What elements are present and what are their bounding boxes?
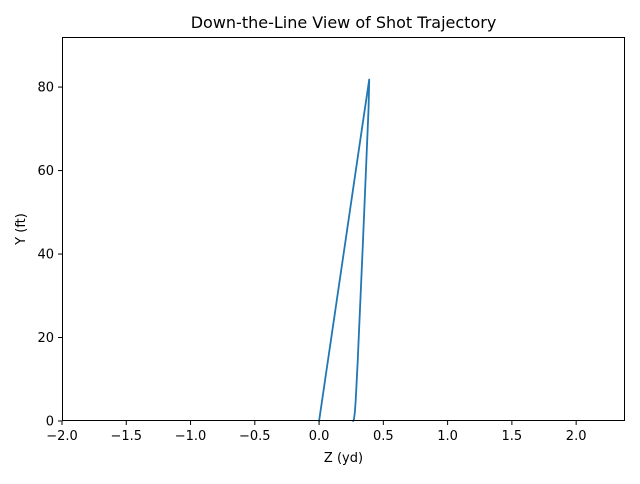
x-tick-label: −2.0 bbox=[46, 429, 78, 444]
x-tick-label: −1.0 bbox=[175, 429, 207, 444]
y-axis-ticks: 0 20 40 60 80 bbox=[37, 81, 62, 430]
plot-area bbox=[62, 37, 625, 422]
chart-title: Down-the-Line View of Shot Trajectory bbox=[191, 13, 497, 32]
x-tick-label: 2.0 bbox=[566, 429, 587, 444]
x-tick-label: −0.5 bbox=[239, 429, 271, 444]
x-tick-label: 0.5 bbox=[373, 429, 394, 444]
x-axis-ticks: −2.0 −1.5 −1.0 −0.5 0.0 0.5 1.0 1.5 2.0 bbox=[46, 421, 586, 444]
y-tick-label: 0 bbox=[46, 415, 54, 430]
y-tick-label: 80 bbox=[37, 81, 54, 96]
x-tick-label: −1.5 bbox=[110, 429, 142, 444]
x-tick-label: 1.5 bbox=[502, 429, 523, 444]
plot-background bbox=[62, 37, 625, 421]
y-tick-label: 20 bbox=[37, 331, 54, 346]
y-tick-label: 60 bbox=[37, 164, 54, 179]
x-tick-label: 1.0 bbox=[437, 429, 458, 444]
y-tick-label: 40 bbox=[37, 248, 54, 263]
series-layer bbox=[318, 78, 371, 422]
x-axis-label: Z (yd) bbox=[324, 451, 363, 466]
x-tick-label: 0.0 bbox=[309, 429, 330, 444]
plot-frame bbox=[62, 37, 625, 421]
y-axis-label: Y (ft) bbox=[14, 213, 29, 246]
trajectory-line bbox=[318, 78, 371, 422]
